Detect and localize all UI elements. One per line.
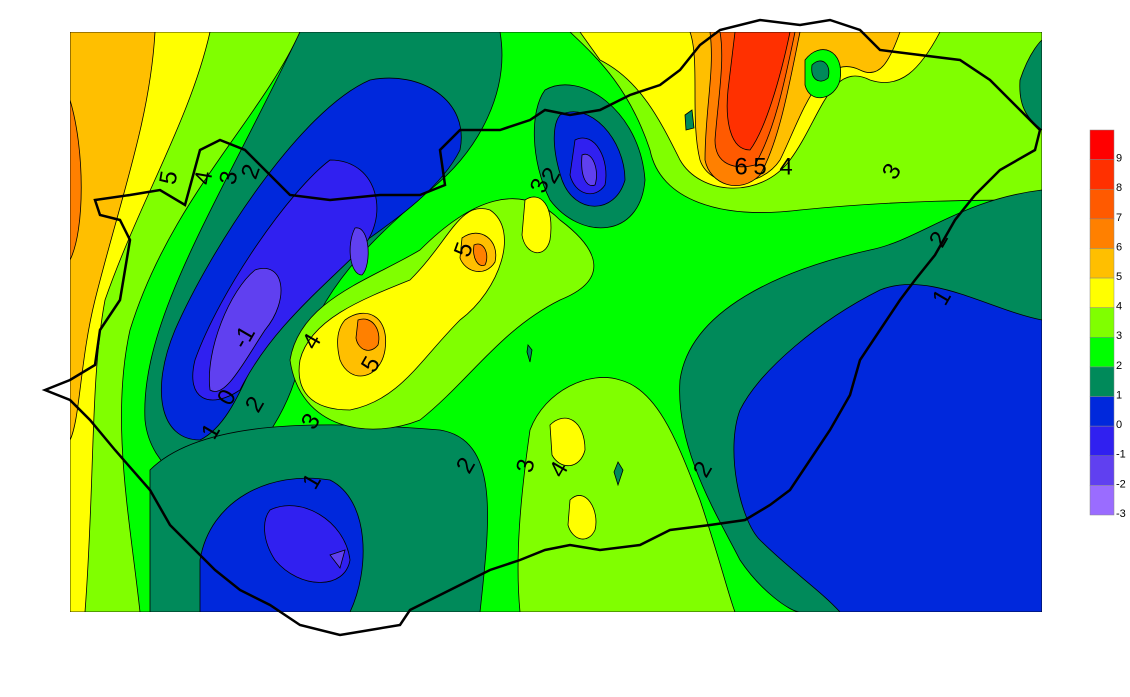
legend-swatch bbox=[1089, 396, 1115, 427]
legend-label: 3 bbox=[1116, 330, 1122, 342]
contour-label: 3 bbox=[511, 457, 540, 475]
contour-label: 4 bbox=[189, 169, 218, 187]
legend-label: -1 bbox=[1116, 449, 1126, 461]
legend-label: 4 bbox=[1116, 301, 1122, 313]
legend-swatch bbox=[1089, 129, 1115, 160]
legend-swatch bbox=[1089, 337, 1115, 368]
legend-swatch bbox=[1089, 307, 1115, 338]
legend-label: 7 bbox=[1116, 212, 1122, 224]
legend-swatch bbox=[1089, 455, 1115, 486]
contour-label: 5 bbox=[154, 169, 183, 187]
legend-label: 1 bbox=[1116, 389, 1122, 401]
contour-fields bbox=[70, 32, 1042, 612]
legend-label: 8 bbox=[1116, 182, 1122, 194]
contour-label: 4 bbox=[779, 153, 792, 180]
country-border bbox=[41, 18, 1042, 637]
contour-label: 3 bbox=[214, 169, 243, 187]
legend-label: 9 bbox=[1116, 153, 1122, 165]
legend-swatch bbox=[1089, 485, 1115, 516]
legend-label: 2 bbox=[1116, 360, 1122, 372]
contour-label: 6 bbox=[734, 153, 747, 180]
legend-label: -2 bbox=[1116, 478, 1126, 490]
legend-label: 6 bbox=[1116, 241, 1122, 253]
legend-label: -3 bbox=[1116, 508, 1126, 520]
legend-label: 0 bbox=[1116, 419, 1122, 431]
legend-swatch bbox=[1089, 366, 1115, 397]
legend-swatch bbox=[1089, 218, 1115, 249]
legend-swatch bbox=[1089, 425, 1115, 457]
legend-swatch bbox=[1089, 188, 1115, 220]
legend-swatch bbox=[1089, 277, 1115, 308]
color-legend: 9 8 7 6 5 4 3 2 1 0 -1 -2 -3 bbox=[1089, 129, 1126, 520]
contour-label: 5 bbox=[753, 153, 766, 180]
legend-swatch bbox=[1089, 248, 1115, 279]
legend-swatch bbox=[1089, 159, 1115, 190]
legend-label: 5 bbox=[1116, 271, 1122, 283]
